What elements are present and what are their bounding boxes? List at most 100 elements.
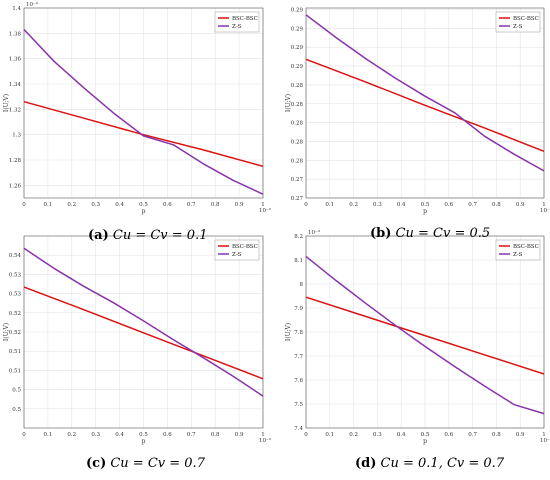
series-line-bsc-bsc — [23, 286, 264, 380]
x-tick-label: 1 — [542, 432, 546, 438]
caption-b: (b) Cu = Cv = 0.5 — [370, 226, 490, 241]
caption-c: (c) Cu = Cv = 0.7 — [86, 456, 205, 471]
y-multiplier: 10⁻³ — [308, 229, 320, 236]
y-tick-label: 1.38 — [9, 31, 22, 37]
y-tick-label: 0.29 — [291, 26, 304, 32]
x-tick-label: 0.7 — [187, 432, 196, 438]
x-tick-label: 0 — [304, 202, 308, 208]
legend-entry: Z-S — [513, 252, 523, 258]
x-tick-label: 0.5 — [421, 202, 430, 208]
caption-a-math: Cu = Cv = 0.1 — [112, 228, 208, 243]
x-tick-label: 0 — [22, 202, 26, 208]
x-tick-label: 0 — [22, 432, 26, 438]
legend-entry: Z-S — [232, 24, 242, 30]
y-tick-label: 0.27 — [291, 196, 304, 202]
y-tick-label: 7.6 — [294, 378, 303, 384]
x-axis-label: p — [142, 208, 146, 215]
caption-b-math: Cu = Cv = 0.5 — [395, 226, 491, 241]
x-tick-label: 0.2 — [349, 432, 358, 438]
y-tick-label: 0.53 — [9, 292, 22, 298]
x-tick-label: 0.2 — [67, 202, 76, 208]
y-tick-label: 1.32 — [9, 107, 21, 113]
x-axis-label: p — [142, 438, 146, 445]
x-tick-label: 0.6 — [163, 432, 172, 438]
y-axis-label: I(U;V) — [3, 94, 10, 112]
x-tick-label: 0.4 — [115, 202, 124, 208]
x-tick-label: 0.1 — [325, 432, 334, 438]
caption-c-math: Cu = Cv = 0.7 — [110, 456, 205, 471]
y-multiplier: 10⁻² — [26, 1, 38, 8]
legend-box — [495, 239, 541, 261]
y-tick-label: 1.36 — [9, 57, 22, 63]
x-tick-label: 0.7 — [468, 202, 477, 208]
x-tick-label: 0.3 — [373, 432, 382, 438]
x-tick-label: 0.9 — [235, 202, 244, 208]
y-tick-label: 0.52 — [9, 330, 21, 336]
caption-c-label: (c) — [86, 456, 107, 471]
y-axis-label: I(U;V) — [285, 323, 292, 341]
caption-d-label: (d) — [355, 456, 377, 471]
caption-d-math: Cu = 0.1, Cv = 0.7 — [380, 456, 505, 471]
x-tick-label: 0.8 — [492, 202, 501, 208]
x-tick-label: 0.2 — [349, 202, 358, 208]
y-tick-label: 0.28 — [291, 102, 304, 108]
legend-entry: BSC-BSC — [232, 244, 258, 250]
y-tick-label: 1.26 — [9, 183, 22, 189]
caption-b-label: (b) — [370, 226, 392, 241]
series-line-z-s — [305, 255, 545, 415]
plot-frame — [305, 7, 545, 199]
caption-d: (d) Cu = 0.1, Cv = 0.7 — [355, 456, 504, 471]
x-tick-label: 0.7 — [187, 202, 196, 208]
y-tick-label: 8 — [300, 282, 304, 288]
plot-frame — [305, 235, 545, 429]
y-tick-label: 0.54 — [9, 253, 22, 259]
x-tick-label: 0.3 — [91, 432, 100, 438]
x-tick-label: 0.1 — [44, 432, 53, 438]
x-tick-label: 0.8 — [211, 432, 220, 438]
caption-a: (a) Cu = Cv = 0.1 — [88, 228, 207, 243]
x-multiplier: 10⁻² — [540, 207, 550, 214]
y-tick-label: 8.2 — [294, 234, 303, 240]
plot-frame — [23, 7, 264, 199]
x-tick-label: 1 — [542, 202, 546, 208]
x-tick-label: 0.3 — [373, 202, 382, 208]
x-tick-label: 0.7 — [468, 432, 477, 438]
x-tick-label: 0.4 — [115, 432, 124, 438]
x-tick-label: 0.6 — [444, 202, 453, 208]
x-tick-label: 0.8 — [211, 202, 220, 208]
y-tick-label: 0.5 — [12, 388, 21, 394]
legend-box — [214, 11, 260, 33]
y-tick-label: 7.8 — [294, 330, 303, 336]
y-tick-label: 8.1 — [294, 258, 303, 264]
x-tick-label: 0.9 — [516, 432, 525, 438]
y-tick-label: 1.34 — [9, 82, 22, 88]
legend-entry: BSC-BSC — [513, 16, 539, 22]
legend-entry: BSC-BSC — [513, 244, 539, 250]
x-tick-label: 0.2 — [67, 432, 76, 438]
series-line-bsc-bsc — [305, 296, 545, 375]
legend-entry: Z-S — [513, 24, 523, 30]
y-tick-label: 0.28 — [291, 121, 304, 127]
series-line-bsc-bsc — [305, 58, 545, 152]
y-tick-label: 0.28 — [291, 139, 304, 145]
x-tick-label: 0.1 — [325, 202, 334, 208]
y-tick-label: 0.29 — [291, 8, 304, 14]
legend-box — [214, 239, 260, 261]
legend-box — [495, 11, 541, 33]
legend-entry: BSC-BSC — [232, 16, 258, 22]
x-tick-label: 0.5 — [139, 432, 148, 438]
x-tick-label: 0.6 — [444, 432, 453, 438]
y-tick-label: 0.51 — [9, 349, 21, 355]
y-tick-label: 0.28 — [291, 158, 304, 164]
series-line-z-s — [23, 247, 264, 397]
x-tick-label: 1 — [261, 432, 265, 438]
x-tick-label: 1 — [261, 202, 265, 208]
series-line-z-s — [305, 14, 545, 172]
y-tick-label: 1.4 — [12, 6, 21, 12]
y-tick-label: 0.27 — [291, 177, 304, 183]
x-tick-label: 0.5 — [139, 202, 148, 208]
y-tick-label: 0.5 — [12, 407, 21, 413]
y-axis-label: I(U;V) — [285, 94, 292, 112]
y-tick-label: 0.28 — [291, 83, 304, 89]
